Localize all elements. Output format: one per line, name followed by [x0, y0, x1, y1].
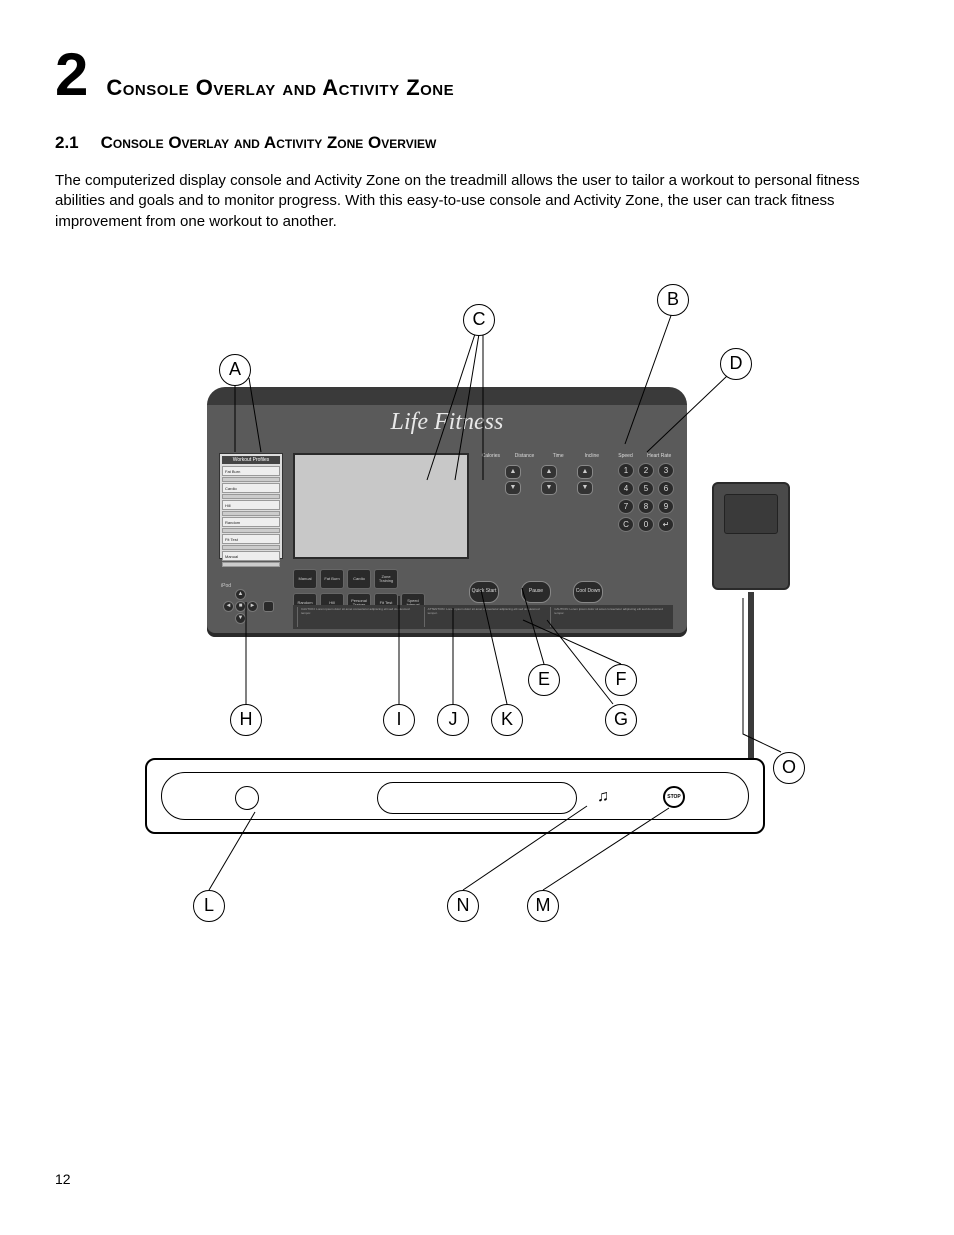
callout-h: H: [230, 704, 262, 736]
callout-c: C: [463, 304, 495, 336]
callout-l: L: [193, 890, 225, 922]
callout-a: A: [219, 354, 251, 386]
callout-o: O: [773, 752, 805, 784]
console-diagram: ABCDEFGHIJKLMNO Life Fitness Workout Pro…: [57, 272, 897, 952]
callout-e: E: [528, 664, 560, 696]
section-heading: 2.1 Console Overlay and Activity Zone Ov…: [55, 133, 899, 153]
callout-k: K: [491, 704, 523, 736]
callout-f: F: [605, 664, 637, 696]
chapter-heading: 2 Console Overlay and Activity Zone: [55, 45, 899, 105]
callout-n: N: [447, 890, 479, 922]
section-number: 2.1: [55, 133, 79, 153]
leader-lines: [57, 272, 897, 952]
callout-m: M: [527, 890, 559, 922]
chapter-title: Console Overlay and Activity Zone: [106, 75, 454, 101]
callout-g: G: [605, 704, 637, 736]
callout-b: B: [657, 284, 689, 316]
callout-d: D: [720, 348, 752, 380]
callout-j: J: [437, 704, 469, 736]
chapter-number: 2: [55, 45, 88, 105]
page-number: 12: [55, 1171, 71, 1187]
callout-i: I: [383, 704, 415, 736]
section-title: Console Overlay and Activity Zone Overvi…: [101, 133, 437, 153]
body-paragraph: The computerized display console and Act…: [55, 171, 899, 232]
